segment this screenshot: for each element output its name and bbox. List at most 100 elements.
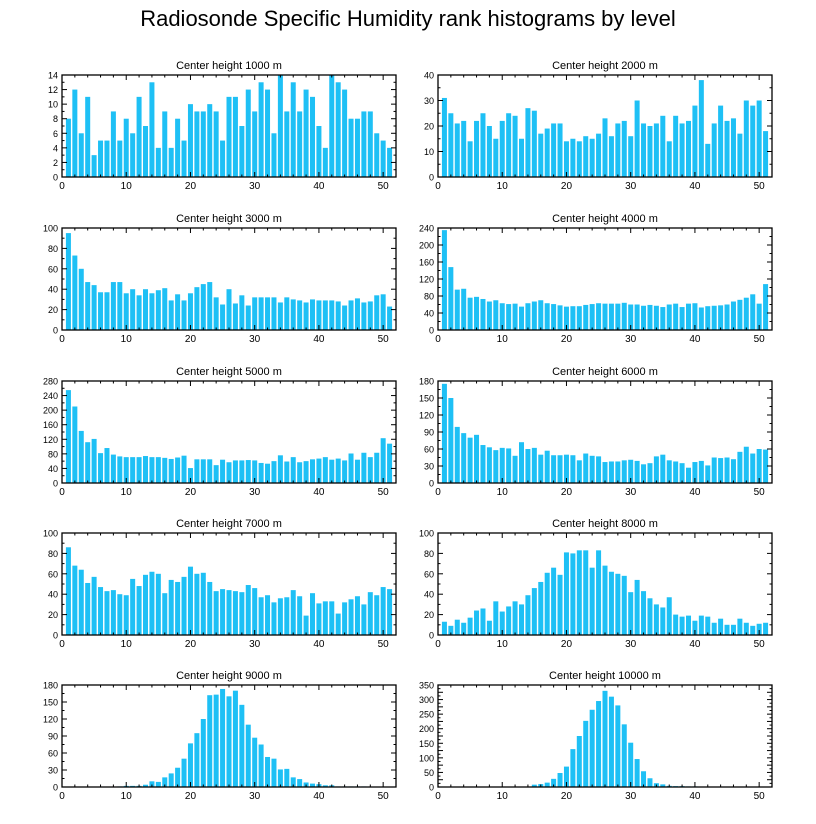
panel-6-bar	[576, 460, 582, 483]
panel-10-bar	[641, 771, 647, 787]
panel-7-bar	[123, 595, 129, 635]
panel-4-xtick-label: 10	[497, 334, 509, 345]
panel-8-bar	[589, 567, 595, 635]
panel-7-bar	[380, 587, 386, 635]
panel-2-bar	[576, 141, 582, 177]
panel-7-bar	[136, 586, 142, 635]
panel-6-bar	[441, 383, 447, 483]
panel-9-bar	[239, 704, 245, 787]
panel-4-bar	[467, 297, 473, 330]
panel-7-xtick-label: 10	[121, 639, 133, 650]
panel-7-bar	[78, 569, 84, 635]
panel-6-bar	[641, 464, 647, 483]
panel-7-bar	[187, 566, 193, 635]
panel-4-bar	[506, 304, 512, 330]
panel-5-bar	[226, 462, 232, 483]
panel-6-bar	[763, 449, 769, 483]
panel-1-bar	[123, 118, 129, 177]
panel-1-bar	[271, 133, 277, 177]
panel-8-bar	[531, 588, 537, 635]
panel-7-bar	[213, 591, 219, 635]
panel-6-bar	[563, 454, 569, 483]
panel-10-bar	[544, 782, 550, 787]
panel-2-bar	[673, 115, 679, 177]
panel-8-bar	[583, 550, 589, 635]
panel-1-bar	[117, 140, 123, 177]
panel-8-xtick-label: 50	[754, 639, 766, 650]
panel-1-bar	[168, 147, 174, 177]
panel-10-xtick-label: 20	[561, 791, 573, 802]
panel-3-bar	[213, 297, 219, 330]
panel-10-ytick-label: 150	[419, 739, 434, 749]
panel-5-bar	[367, 457, 373, 483]
panel-5-bar	[85, 442, 91, 483]
panel-2-bar	[686, 120, 692, 177]
panel-1-bar	[143, 126, 149, 177]
panel-2-bar	[519, 138, 525, 177]
panel-4-bar	[743, 297, 749, 330]
panel-4-bar	[512, 303, 518, 330]
panel-4-bar	[474, 296, 480, 330]
panel-7-bar	[342, 602, 348, 635]
panel-3-bar	[65, 233, 71, 330]
panel-2-bar	[660, 115, 666, 177]
panel-2-ytick-label: 10	[424, 147, 434, 157]
panel-4-bar	[448, 267, 454, 330]
panel-9-title: Center height 9000 m	[176, 670, 282, 682]
panel-5-ytick-label: 80	[48, 449, 58, 459]
panel-6-bar	[583, 453, 589, 483]
panel-3-xtick-label: 0	[59, 334, 65, 345]
panel-2-bar	[589, 138, 595, 177]
panel-8-bar	[602, 565, 608, 635]
panel-2-title: Center height 2000 m	[552, 60, 658, 72]
panel-9-bar	[200, 719, 206, 787]
panel-4-bar	[576, 306, 582, 330]
panel-2-bar	[551, 123, 557, 177]
panel-5-bar	[380, 438, 386, 483]
panel-2-xtick-label: 30	[625, 181, 637, 192]
panel-1-bar	[194, 111, 200, 177]
panel-2-bar	[506, 113, 512, 177]
panel-6-bar	[474, 434, 480, 483]
panel-7-bar	[91, 576, 97, 635]
panel-1-bar	[329, 75, 335, 177]
panel-1-bar	[207, 104, 213, 177]
panel-1-bar	[200, 111, 206, 177]
panel-8-bar	[705, 616, 711, 635]
panel-4-bar	[660, 307, 666, 330]
panel-4-bar	[711, 305, 717, 330]
panel-3-bar	[277, 302, 283, 330]
panel-1-title: Center height 1000 m	[176, 60, 282, 72]
panel-7-bar	[85, 582, 91, 635]
panel-2-bar	[474, 120, 480, 177]
panel-1-bar	[322, 147, 328, 177]
panel-7-xtick-label: 50	[378, 639, 390, 650]
panel-5-bar	[387, 443, 393, 483]
panel-2-bar	[467, 141, 473, 177]
panel-2-bar	[653, 123, 659, 177]
panel-7-bar	[258, 597, 264, 635]
panel-6-bar	[698, 460, 704, 483]
panel-3-xtick-label: 30	[249, 334, 261, 345]
panel-8-bar	[653, 604, 659, 635]
panel-3-bar	[284, 297, 290, 330]
panel-10-ytick-label: 0	[429, 783, 434, 793]
panel-8-bar	[686, 615, 692, 635]
panel-8-bar	[698, 615, 704, 635]
panel-7-bar	[98, 587, 104, 635]
panel-6-bar	[499, 447, 505, 483]
panel-3-bar	[194, 287, 200, 330]
panel-4-title: Center height 4000 m	[552, 213, 658, 225]
panel-6-bar	[557, 455, 563, 483]
panel-4-bar	[608, 303, 614, 330]
panel-9-bar	[258, 744, 264, 787]
panel-2-bar	[544, 128, 550, 177]
panel-8-bar	[641, 591, 647, 635]
panel-4-bar	[480, 298, 486, 330]
panel-9-bar	[168, 773, 174, 787]
panel-8-ytick-label: 40	[424, 590, 434, 600]
panel-3-bar	[104, 292, 110, 330]
panel-4-bar	[602, 303, 608, 330]
panel-7-bar	[104, 591, 110, 635]
panel-9-bar	[175, 767, 181, 787]
